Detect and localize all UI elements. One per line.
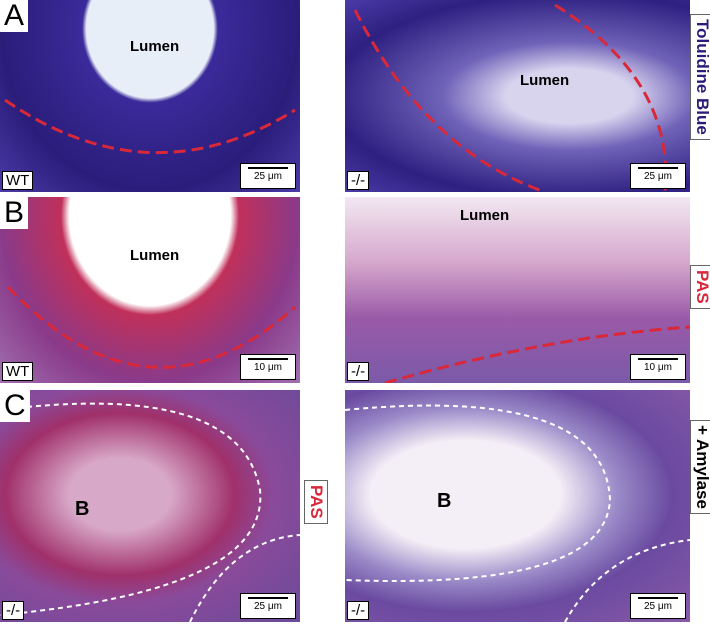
lumen-label: Lumen (130, 247, 180, 264)
scale-bar: 25 μm (240, 163, 296, 189)
genotype-label: -/- (347, 171, 370, 190)
scale-label: 25 μm (254, 601, 282, 612)
micrograph: B Lumen WT 10 μm (0, 197, 300, 383)
lumen-label: Lumen (130, 38, 180, 55)
scale-bar: 10 μm (630, 354, 686, 380)
scale-label: 10 μm (644, 362, 672, 373)
scale-label: 25 μm (644, 601, 672, 612)
scale-bar: 25 μm (630, 163, 686, 189)
micrograph: Lumen -/- 10 μm (345, 197, 690, 383)
region-label: B (437, 490, 452, 512)
micrograph: Lumen -/- 25 μm (345, 0, 690, 192)
micrograph: B -/- 25 μm (345, 390, 690, 622)
stain-label: PAS (690, 265, 710, 309)
micrograph: A Lumen WT 25 μm (0, 0, 300, 192)
genotype-label: -/- (2, 601, 25, 620)
micrograph: C B -/- 25 μm (0, 390, 300, 622)
lumen-label: Lumen (520, 72, 570, 89)
genotype-label: WT (2, 171, 34, 190)
genotype-label: -/- (347, 601, 370, 620)
lumen-label: Lumen (460, 207, 510, 224)
scale-label: 10 μm (254, 362, 282, 373)
scale-bar: 10 μm (240, 354, 296, 380)
scale-label: 25 μm (254, 171, 282, 182)
scale-bar: 25 μm (240, 593, 296, 619)
genotype-label: WT (2, 362, 34, 381)
panel-letter: C (0, 390, 30, 422)
scale-label: 25 μm (644, 171, 672, 182)
genotype-label: -/- (347, 362, 370, 381)
panel-letter: B (0, 197, 29, 229)
region-label: B (75, 498, 90, 520)
stain-label: PAS (304, 480, 328, 524)
stain-label: Toluidine Blue (690, 14, 710, 140)
stain-label: + Amylase (690, 420, 710, 514)
scale-bar: 25 μm (630, 593, 686, 619)
panel-letter: A (0, 0, 29, 32)
